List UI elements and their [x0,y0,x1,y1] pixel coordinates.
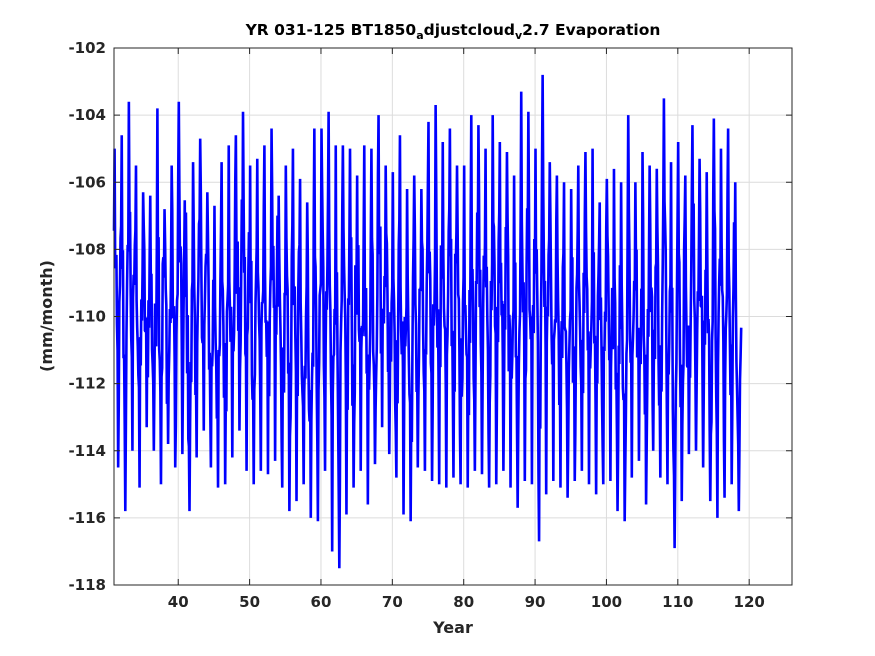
x-tick-label: 80 [453,593,474,611]
y-tick-label: -112 [68,375,106,393]
y-axis-label: (mm/month) [37,260,56,372]
x-tick-label: 90 [525,593,546,611]
y-tick-label: -110 [68,308,106,326]
chart-title: YR 031-125 BT1850adjustcloudv2.7 Evapora… [245,21,661,42]
chart-title-subscript-a: a [416,29,423,42]
x-tick-label: 120 [734,593,765,611]
x-tick-labels: 40 50 60 70 80 90 100 110 120 [168,593,765,611]
y-tick-label: -116 [68,509,106,527]
y-tick-label: -108 [68,240,106,258]
x-tick-label: 40 [168,593,189,611]
x-tick-label: 70 [382,593,403,611]
x-tick-label: 60 [311,593,332,611]
y-tick-label: -106 [68,173,106,191]
x-tick-label: 50 [239,593,260,611]
chart-title-part: djustcloud [424,21,515,39]
chart-title-subscript-v: v [515,29,523,42]
y-tick-label: -102 [68,39,106,57]
x-axis-label: Year [432,618,473,637]
series-line [112,74,743,569]
chart-title-part: 2.7 Evaporation [522,21,660,39]
y-tick-label: -114 [68,442,106,460]
x-tick-label: 110 [662,593,693,611]
y-tick-label: -118 [68,576,106,594]
axis-ticks [114,47,792,586]
y-tick-labels: -118 -116 -114 -112 -110 -108 -106 -104 -102 [68,39,106,594]
series-evaporation [112,74,743,569]
chart-title-part: YR 031-125 BT1850 [245,21,417,39]
y-tick-label: -104 [68,106,106,124]
x-tick-label: 100 [591,593,622,611]
